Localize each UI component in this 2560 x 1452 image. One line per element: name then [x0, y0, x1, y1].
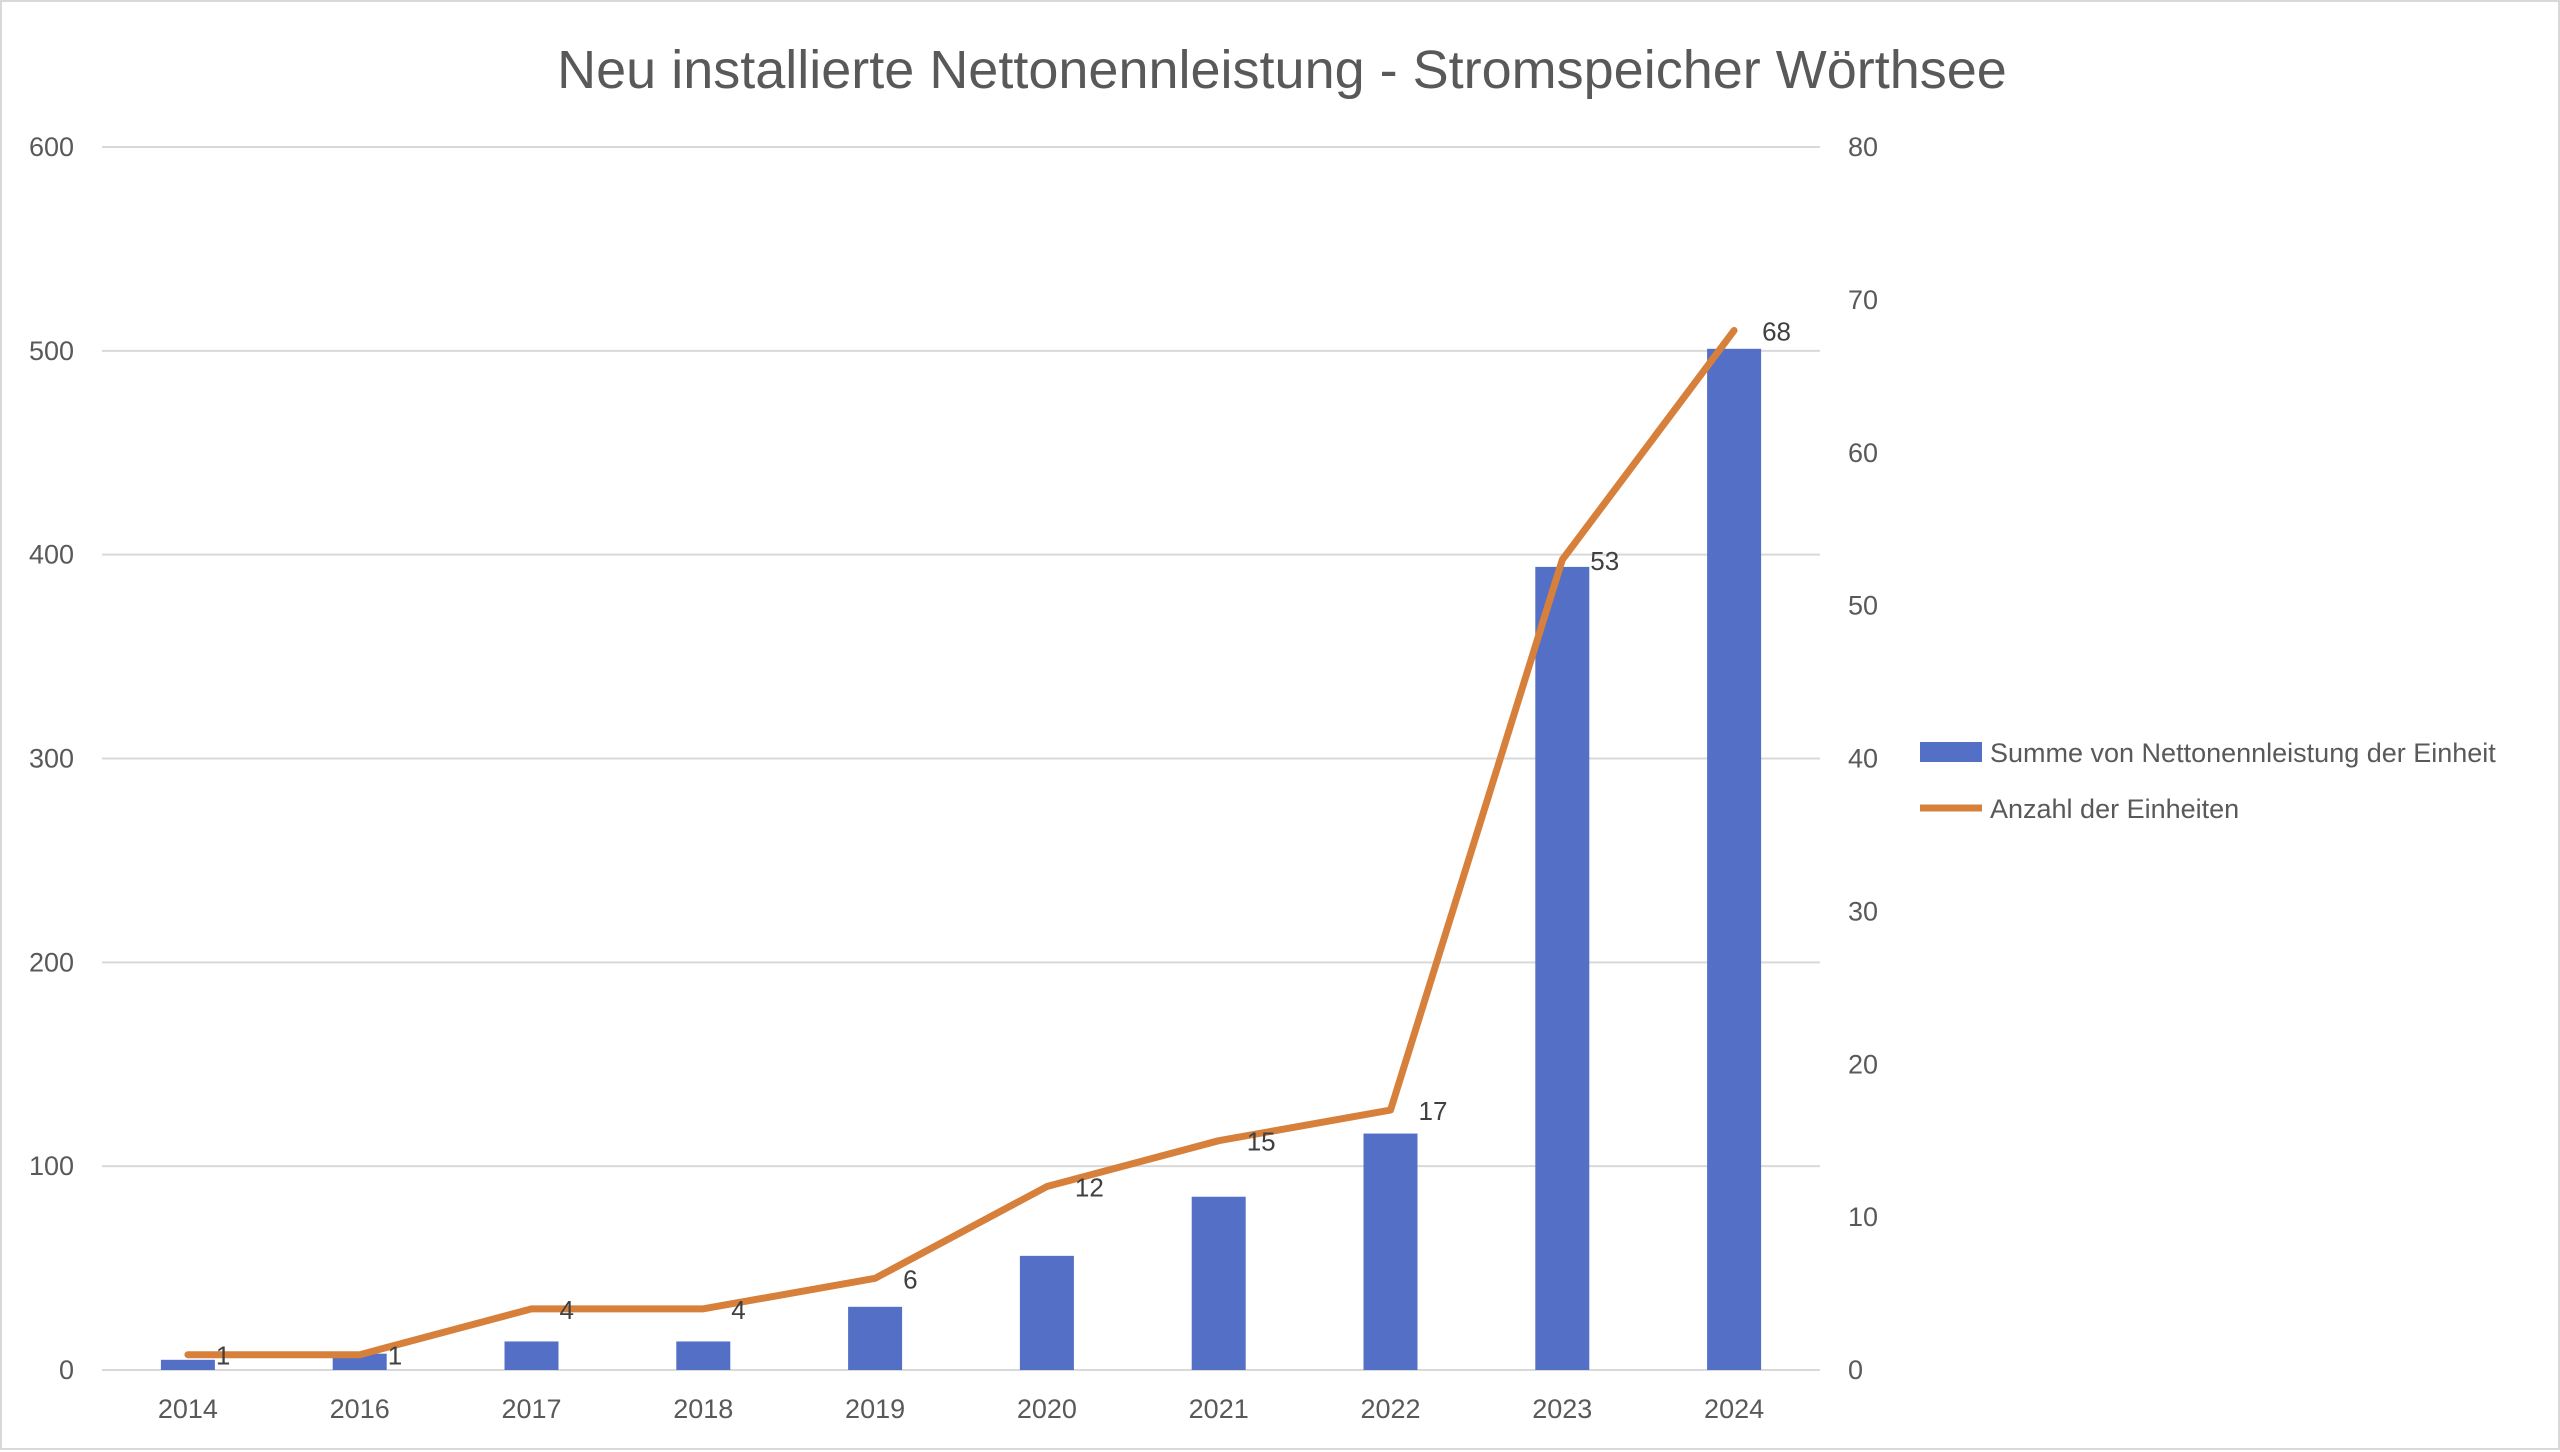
- x-tick-label: 2023: [1532, 1394, 1592, 1424]
- chart-title: Neu installierte Nettonennleistung - Str…: [557, 40, 2007, 100]
- y-right-tick-label: 60: [1848, 438, 1878, 468]
- y-right-tick-label: 0: [1848, 1355, 1863, 1385]
- x-tick-label: 2014: [158, 1394, 218, 1424]
- data-label: 1: [216, 1341, 230, 1371]
- y-right-tick-label: 80: [1848, 132, 1878, 162]
- bar-series: [160, 348, 1762, 1370]
- axes: 0 100 200 300 400 500 600 0 10 20 30 40 50 60 70 80 2014…: [29, 132, 1878, 1424]
- y-left-tick-label: 300: [29, 744, 74, 774]
- y-right-tick-label: 40: [1848, 744, 1878, 774]
- y-left-tick-label: 400: [29, 540, 74, 570]
- bar: [1191, 1196, 1246, 1370]
- bar: [1535, 566, 1590, 1370]
- y-right-tick-label: 70: [1848, 285, 1878, 315]
- data-label: 68: [1762, 316, 1791, 346]
- y-right-tick-label: 30: [1848, 896, 1878, 926]
- data-label: 53: [1590, 546, 1619, 576]
- bar: [504, 1341, 559, 1370]
- bar: [848, 1306, 903, 1370]
- y-right-tick-label: 50: [1848, 591, 1878, 621]
- data-label: 4: [731, 1295, 745, 1325]
- bar: [676, 1341, 731, 1370]
- legend: Summe von Nettonennleistung der Einheit …: [1920, 738, 2496, 824]
- legend-swatch-bar: [1920, 742, 1982, 762]
- y-right-tick-label: 20: [1848, 1049, 1878, 1079]
- data-label: 17: [1419, 1096, 1448, 1126]
- x-tick-label: 2024: [1704, 1394, 1764, 1424]
- bar: [1363, 1133, 1418, 1370]
- y-left-tick-label: 500: [29, 336, 74, 366]
- bar: [160, 1359, 215, 1370]
- x-tick-label: 2017: [501, 1394, 561, 1424]
- y-left-tick-label: 200: [29, 947, 74, 977]
- y-left-tick-label: 100: [29, 1151, 74, 1181]
- x-tick-label: 2021: [1189, 1394, 1249, 1424]
- data-label: 1: [388, 1341, 402, 1371]
- x-tick-label: 2019: [845, 1394, 905, 1424]
- y-left-tick-label: 600: [29, 132, 74, 162]
- bar: [1707, 348, 1762, 1370]
- gridlines: [102, 146, 1820, 1371]
- x-tick-label: 2018: [673, 1394, 733, 1424]
- data-label: 12: [1075, 1173, 1104, 1203]
- x-tick-label: 2022: [1360, 1394, 1420, 1424]
- data-label: 15: [1247, 1127, 1276, 1157]
- line-series: [184, 326, 1738, 1359]
- y-right-tick-label: 10: [1848, 1202, 1878, 1232]
- legend-label-line: Anzahl der Einheiten: [1990, 794, 2239, 824]
- data-labels: 1 1 4 4 6 12 15 17 53 68: [216, 316, 1791, 1370]
- legend-label-bar: Summe von Nettonennleistung der Einheit: [1990, 738, 2496, 768]
- data-label: 6: [903, 1264, 917, 1294]
- y-left-tick-label: 0: [59, 1355, 74, 1385]
- series-line: [184, 326, 1738, 1359]
- x-tick-label: 2016: [330, 1394, 390, 1424]
- bar: [1019, 1255, 1074, 1370]
- data-label: 4: [560, 1295, 574, 1325]
- x-tick-label: 2020: [1017, 1394, 1077, 1424]
